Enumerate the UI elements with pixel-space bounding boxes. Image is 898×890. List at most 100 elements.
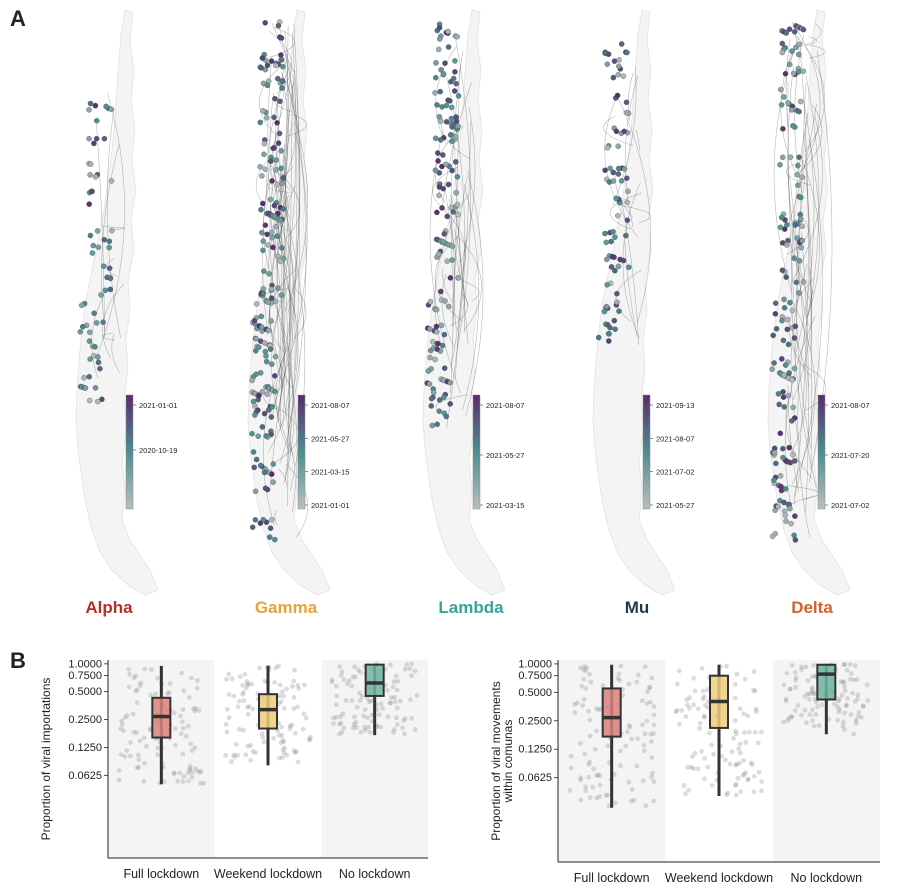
lineage-point bbox=[791, 29, 798, 35]
lineage-point bbox=[434, 346, 440, 352]
jitter-point bbox=[241, 727, 246, 733]
lineage-point bbox=[264, 114, 270, 121]
jitter-point bbox=[709, 742, 715, 748]
jitter-point bbox=[167, 681, 173, 687]
transmission-arc bbox=[620, 205, 652, 223]
jitter-point bbox=[137, 683, 143, 688]
jitter-point bbox=[124, 713, 130, 718]
jitter-point bbox=[331, 721, 336, 726]
lineage-point bbox=[610, 228, 616, 235]
lineage-point bbox=[93, 320, 100, 326]
transmission-arc bbox=[802, 364, 827, 411]
lineage-point bbox=[778, 102, 785, 108]
jitter-point bbox=[195, 678, 200, 683]
lineage-point bbox=[786, 26, 793, 32]
transmission-arc bbox=[95, 118, 105, 338]
chile-outline bbox=[247, 9, 331, 596]
lineage-point bbox=[268, 286, 275, 292]
colorbar-tick-label: 2021-09-13 bbox=[656, 401, 694, 410]
jitter-point bbox=[290, 684, 295, 689]
jitter-point bbox=[338, 672, 344, 678]
jitter-point bbox=[595, 772, 601, 778]
jitter-point bbox=[277, 693, 283, 699]
lineage-point bbox=[790, 70, 797, 77]
jitter-point bbox=[852, 699, 858, 704]
lineage-point bbox=[626, 264, 632, 271]
jitter-point bbox=[189, 748, 195, 753]
jitter-point bbox=[679, 708, 684, 713]
lineage-point bbox=[260, 200, 266, 207]
lineage-point bbox=[269, 178, 275, 184]
jitter-point bbox=[848, 712, 854, 717]
jitter-point bbox=[367, 729, 373, 735]
colorbar: 2021-08-07 2021-05-27 2021-03-15 bbox=[472, 394, 524, 510]
lineage-point bbox=[260, 107, 266, 114]
lineage-point bbox=[612, 267, 618, 274]
lineage-point bbox=[798, 244, 805, 251]
jitter-point bbox=[699, 666, 705, 671]
transmission-arc bbox=[457, 236, 482, 331]
lineage-point bbox=[91, 310, 97, 316]
transmission-arc bbox=[455, 39, 471, 349]
jitter-point bbox=[187, 766, 193, 772]
jitter-point bbox=[687, 705, 692, 711]
jitter-point bbox=[193, 705, 199, 711]
jitter-point bbox=[755, 740, 761, 746]
jitter-point bbox=[752, 729, 758, 735]
lineage-point bbox=[265, 327, 272, 334]
jitter-point bbox=[349, 698, 355, 703]
lineage-point bbox=[769, 533, 776, 540]
jitter-point bbox=[835, 717, 841, 723]
jitter-point bbox=[273, 665, 279, 671]
jitter-point bbox=[809, 689, 815, 695]
jitter-point bbox=[409, 673, 414, 679]
box bbox=[601, 687, 622, 738]
lineage-point bbox=[455, 274, 462, 281]
lineage-point bbox=[93, 135, 100, 142]
jitter-point bbox=[303, 715, 309, 721]
lineage-point bbox=[109, 227, 115, 234]
jitter-point bbox=[697, 720, 703, 726]
jitter-point bbox=[272, 680, 277, 685]
jitter-point bbox=[178, 731, 184, 737]
lineage-point bbox=[615, 263, 622, 270]
transmission-arc bbox=[277, 21, 307, 429]
jitter-point bbox=[811, 691, 816, 696]
jitter-point bbox=[138, 680, 144, 686]
transmission-arc bbox=[287, 84, 293, 507]
box bbox=[816, 663, 837, 701]
jitter-point bbox=[856, 709, 862, 715]
lineage-point bbox=[452, 58, 458, 64]
jitter-point bbox=[188, 741, 194, 747]
lineage-point bbox=[778, 86, 784, 93]
lineage-point bbox=[624, 199, 630, 206]
jitter-point bbox=[819, 702, 825, 708]
jitter-point bbox=[277, 682, 283, 688]
lineage-point bbox=[86, 373, 92, 380]
jitter-point bbox=[284, 752, 290, 758]
jitter-point bbox=[397, 698, 403, 704]
jitter-point bbox=[745, 776, 751, 782]
lineage-point bbox=[441, 365, 448, 371]
lineage-point bbox=[777, 161, 783, 168]
jitter-point bbox=[810, 718, 815, 724]
transmission-arc bbox=[274, 101, 294, 113]
jitter-point bbox=[141, 735, 147, 741]
jitter-point bbox=[353, 719, 359, 725]
jitter-point bbox=[645, 689, 650, 695]
lineage-point bbox=[268, 295, 275, 301]
jitter-point bbox=[300, 726, 306, 732]
jitter-point bbox=[295, 704, 301, 710]
jitter-point bbox=[578, 741, 583, 746]
jitter-point bbox=[783, 696, 789, 702]
lineage-point bbox=[773, 326, 780, 332]
lineage-point bbox=[615, 71, 622, 78]
jitter-point bbox=[134, 765, 140, 771]
y-tick-label: 1.0000 bbox=[518, 658, 552, 670]
lineage-point bbox=[101, 135, 108, 142]
lineage-point bbox=[277, 98, 283, 105]
colorbar: 2021-08-07 2021-07-20 2021-07-02 bbox=[817, 394, 869, 510]
lineage-point bbox=[267, 346, 274, 352]
transmission-arc bbox=[793, 104, 823, 178]
jitter-point bbox=[837, 696, 842, 702]
